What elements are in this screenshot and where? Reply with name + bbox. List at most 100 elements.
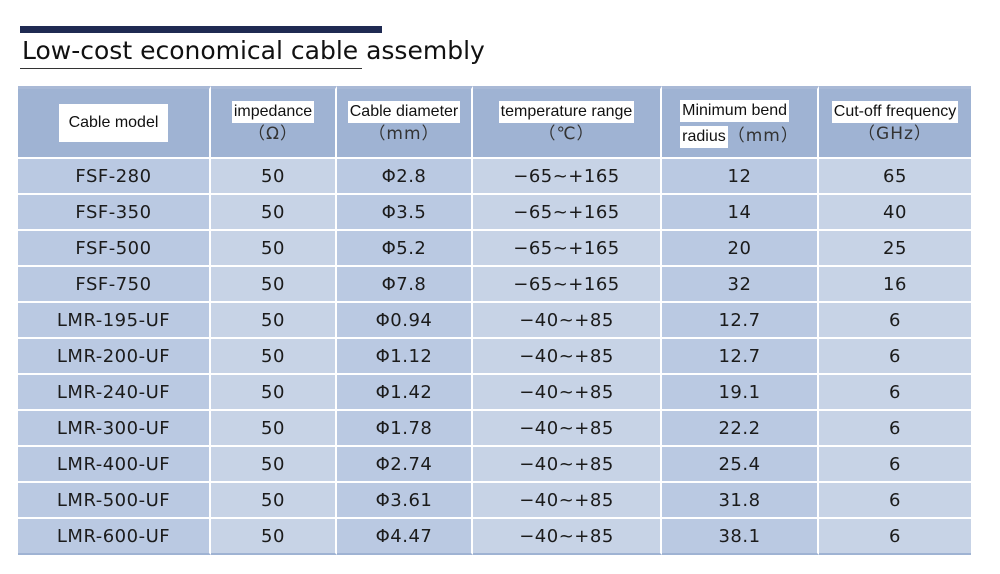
cell-temperature-range: −65~+165 (473, 231, 662, 267)
cell-cutoff-frequency: 40 (819, 195, 971, 231)
cell-temperature-range: −65~+165 (473, 159, 662, 195)
cell-minimum-bend-radius: 38.1 (662, 519, 819, 555)
header-cutoff-frequency: Cut-off frequency （GHz） (819, 86, 971, 159)
cell-impedance: 50 (211, 483, 337, 519)
cell-cable-diameter: Φ3.5 (337, 195, 473, 231)
table-header-row: Cable model impedance （Ω） Cable diameter… (18, 86, 971, 159)
cell-temperature-range: −40~+85 (473, 411, 662, 447)
cell-cable-diameter: Φ1.12 (337, 339, 473, 375)
cell-impedance: 50 (211, 339, 337, 375)
cell-temperature-range: −40~+85 (473, 303, 662, 339)
table-row: FSF-500 50 Φ5.2 −65~+165 20 25 (18, 231, 971, 267)
header-impedance-label: impedance (231, 101, 315, 123)
cell-cable-model: LMR-195-UF (18, 303, 211, 339)
header-cable-diameter-label: Cable diameter (347, 101, 461, 123)
header-temperature-range: temperature range （℃） (473, 86, 662, 159)
table-row: LMR-200-UF 50 Φ1.12 −40~+85 12.7 6 (18, 339, 971, 375)
header-cable-model-label: Cable model (58, 104, 169, 142)
cell-cable-diameter: Φ2.8 (337, 159, 473, 195)
table-row: LMR-300-UF 50 Φ1.78 −40~+85 22.2 6 (18, 411, 971, 447)
header-impedance-unit: （Ω） (248, 124, 298, 144)
header-minimum-bend-label-line1: Minimum bend (680, 100, 790, 122)
table-row: LMR-600-UF 50 Φ4.47 −40~+85 38.1 6 (18, 519, 971, 555)
cell-impedance: 50 (211, 159, 337, 195)
cell-cable-model: FSF-750 (18, 267, 211, 303)
cell-cable-diameter: Φ0.94 (337, 303, 473, 339)
cell-temperature-range: −40~+85 (473, 375, 662, 411)
cell-cable-diameter: Φ1.42 (337, 375, 473, 411)
cell-cable-model: FSF-280 (18, 159, 211, 195)
header-cutoff-frequency-label: Cut-off frequency (831, 101, 959, 123)
cell-cable-model: LMR-200-UF (18, 339, 211, 375)
cell-cutoff-frequency: 6 (819, 303, 971, 339)
cell-cutoff-frequency: 6 (819, 519, 971, 555)
header-minimum-bend-unit: （mm） (727, 126, 799, 146)
cell-temperature-range: −40~+85 (473, 339, 662, 375)
spec-table-container: Cable model impedance （Ω） Cable diameter… (18, 86, 971, 555)
header-cutoff-frequency-unit: （GHz） (858, 124, 932, 144)
table-row: FSF-350 50 Φ3.5 −65~+165 14 40 (18, 195, 971, 231)
title-underline (20, 68, 362, 69)
cell-cutoff-frequency: 16 (819, 267, 971, 303)
header-temperature-range-unit: （℃） (538, 124, 595, 144)
cell-minimum-bend-radius: 14 (662, 195, 819, 231)
cell-cable-diameter: Φ4.47 (337, 519, 473, 555)
table-row: LMR-195-UF 50 Φ0.94 −40~+85 12.7 6 (18, 303, 971, 339)
table-row: FSF-750 50 Φ7.8 −65~+165 32 16 (18, 267, 971, 303)
cell-minimum-bend-radius: 12.7 (662, 303, 819, 339)
cell-impedance: 50 (211, 303, 337, 339)
cell-impedance: 50 (211, 519, 337, 555)
cell-cable-model: FSF-350 (18, 195, 211, 231)
cell-impedance: 50 (211, 447, 337, 483)
cell-cable-model: LMR-500-UF (18, 483, 211, 519)
page-title: Low-cost economical cable assembly (22, 36, 485, 65)
cell-cable-model: FSF-500 (18, 231, 211, 267)
cell-cutoff-frequency: 25 (819, 231, 971, 267)
cell-cable-model: LMR-400-UF (18, 447, 211, 483)
table-row: LMR-500-UF 50 Φ3.61 −40~+85 31.8 6 (18, 483, 971, 519)
table-row: FSF-280 50 Φ2.8 −65~+165 12 65 (18, 159, 971, 195)
cell-cutoff-frequency: 6 (819, 339, 971, 375)
cell-cable-diameter: Φ2.74 (337, 447, 473, 483)
cell-temperature-range: −40~+85 (473, 483, 662, 519)
cell-minimum-bend-radius: 20 (662, 231, 819, 267)
header-temperature-range-label: temperature range (498, 101, 635, 123)
table-row: LMR-240-UF 50 Φ1.42 −40~+85 19.1 6 (18, 375, 971, 411)
cell-cable-model: LMR-600-UF (18, 519, 211, 555)
cell-impedance: 50 (211, 267, 337, 303)
cell-cable-model: LMR-240-UF (18, 375, 211, 411)
cell-minimum-bend-radius: 31.8 (662, 483, 819, 519)
cell-cable-diameter: Φ5.2 (337, 231, 473, 267)
cell-temperature-range: −65~+165 (473, 267, 662, 303)
cell-temperature-range: −40~+85 (473, 447, 662, 483)
cell-impedance: 50 (211, 411, 337, 447)
title-accent-bar (20, 26, 382, 33)
cell-cutoff-frequency: 65 (819, 159, 971, 195)
cell-cutoff-frequency: 6 (819, 483, 971, 519)
cell-impedance: 50 (211, 375, 337, 411)
header-cable-diameter-unit: （mm） (368, 124, 440, 144)
cell-minimum-bend-radius: 12 (662, 159, 819, 195)
table-row: LMR-400-UF 50 Φ2.74 −40~+85 25.4 6 (18, 447, 971, 483)
cell-cable-model: LMR-300-UF (18, 411, 211, 447)
header-impedance: impedance （Ω） (211, 86, 337, 159)
cell-minimum-bend-radius: 22.2 (662, 411, 819, 447)
cell-cutoff-frequency: 6 (819, 375, 971, 411)
cell-temperature-range: −65~+165 (473, 195, 662, 231)
header-minimum-bend-label-line2: radius (680, 126, 728, 148)
cell-cable-diameter: Φ3.61 (337, 483, 473, 519)
header-cable-diameter: Cable diameter （mm） (337, 86, 473, 159)
cell-impedance: 50 (211, 195, 337, 231)
cell-cable-diameter: Φ7.8 (337, 267, 473, 303)
cell-minimum-bend-radius: 19.1 (662, 375, 819, 411)
header-minimum-bend-radius-block: Minimum bend radius （mm） (680, 97, 799, 149)
cell-cable-diameter: Φ1.78 (337, 411, 473, 447)
cell-minimum-bend-radius: 12.7 (662, 339, 819, 375)
cell-impedance: 50 (211, 231, 337, 267)
cell-minimum-bend-radius: 32 (662, 267, 819, 303)
header-cable-model: Cable model (18, 86, 211, 159)
cell-cutoff-frequency: 6 (819, 447, 971, 483)
cable-spec-table: Cable model impedance （Ω） Cable diameter… (18, 86, 971, 555)
cell-temperature-range: −40~+85 (473, 519, 662, 555)
cell-minimum-bend-radius: 25.4 (662, 447, 819, 483)
